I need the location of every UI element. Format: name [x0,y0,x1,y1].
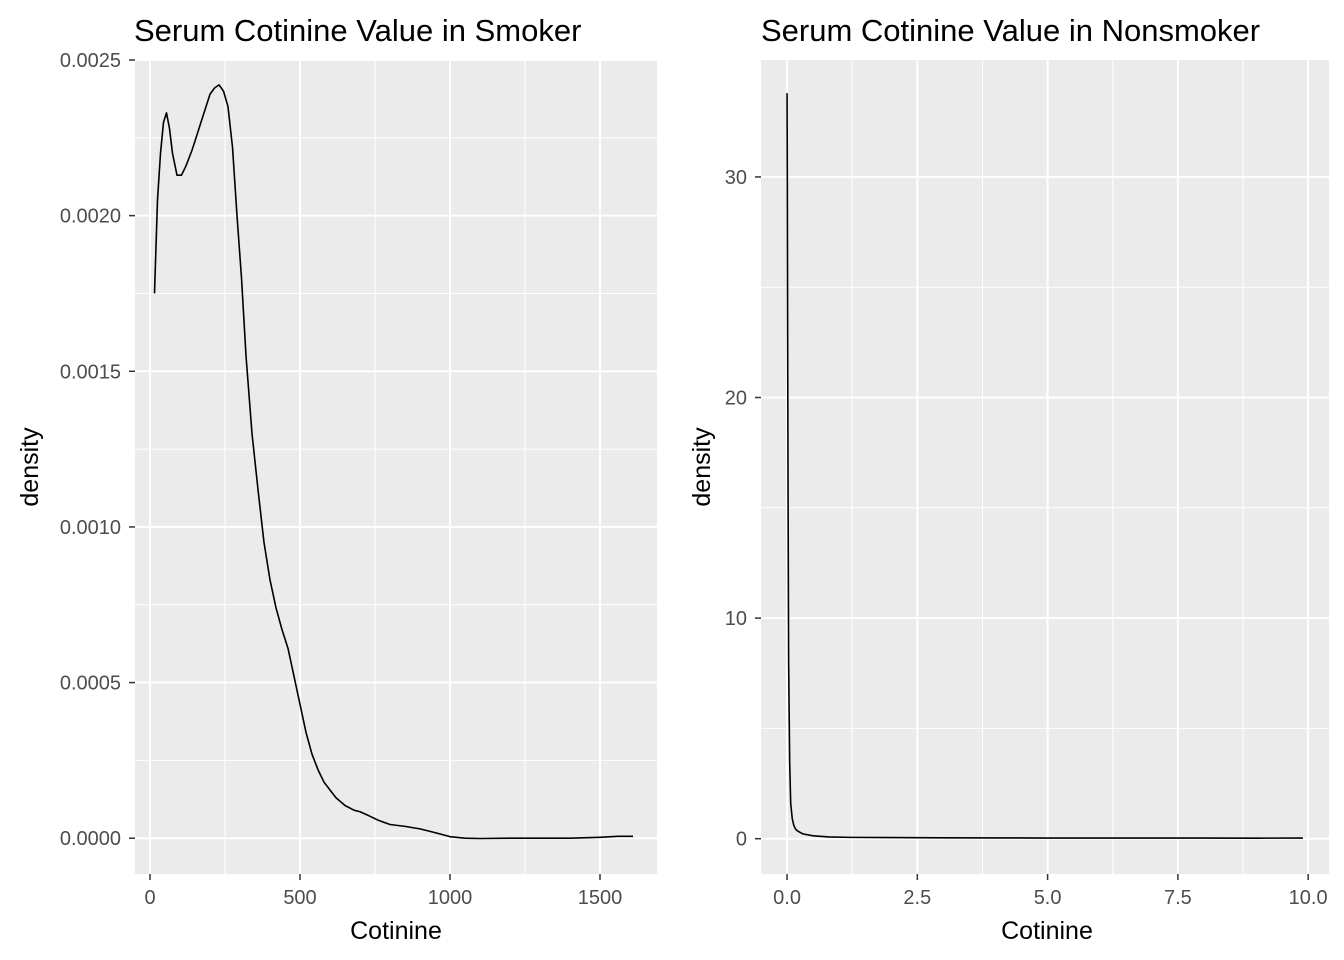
y-axis-title: density [16,427,44,507]
x-tick-label: 1500 [578,887,623,909]
x-axis: 0.0 2.5 5.0 7.5 10.0 [773,874,1328,909]
x-axis-title: Cotinine [350,917,442,945]
y-tick-label: 0 [736,829,747,851]
y-tick-label: 30 [725,167,747,189]
x-tick-label: 0.0 [773,887,801,909]
y-axis-title: density [688,427,716,507]
density-series [153,84,633,840]
major-gridlines [761,60,1329,874]
x-tick-label: 500 [283,887,316,909]
chart-title: Serum Cotinine Value in Nonsmoker [761,13,1260,48]
x-tick-label: 10.0 [1289,887,1328,909]
y-tick-label: 0.0025 [60,50,121,72]
y-tick-label: 0.0020 [60,206,121,228]
y-tick-label: 0.0015 [60,361,121,383]
nonsmoker-density-chart: Serum Cotinine Value in Nonsmoker 0.0 2.5… [688,13,1329,945]
chart-title: Serum Cotinine Value in Smoker [134,13,581,48]
smoker-density-chart: Serum Cotinine Value in Smoker 0 500 1000 1… [16,13,657,945]
x-axis-title: Cotinine [1001,917,1093,945]
density-curve [153,84,633,840]
plot-panel [135,60,657,874]
x-tick-label: 5.0 [1034,887,1062,909]
plot-panel [761,60,1329,874]
x-tick-label: 0 [144,887,155,909]
x-tick-label: 7.5 [1164,887,1192,909]
x-axis: 0 500 1000 1500 [144,874,622,909]
density-curve [786,93,1303,839]
minor-gridlines [135,60,657,874]
y-tick-label: 0.0000 [60,828,121,850]
minor-gridlines [761,60,1329,874]
x-tick-label: 1000 [428,887,473,909]
y-tick-label: 0.0005 [60,673,121,695]
y-tick-label: 20 [725,388,747,410]
density-series [786,93,1303,839]
y-axis: 0 10 20 30 [725,167,761,851]
x-tick-label: 2.5 [903,887,931,909]
y-tick-label: 0.0010 [60,517,121,539]
y-axis: 0.0000 0.0005 0.0010 0.0015 0.0020 0.0025 [60,50,135,850]
y-tick-label: 10 [725,608,747,630]
